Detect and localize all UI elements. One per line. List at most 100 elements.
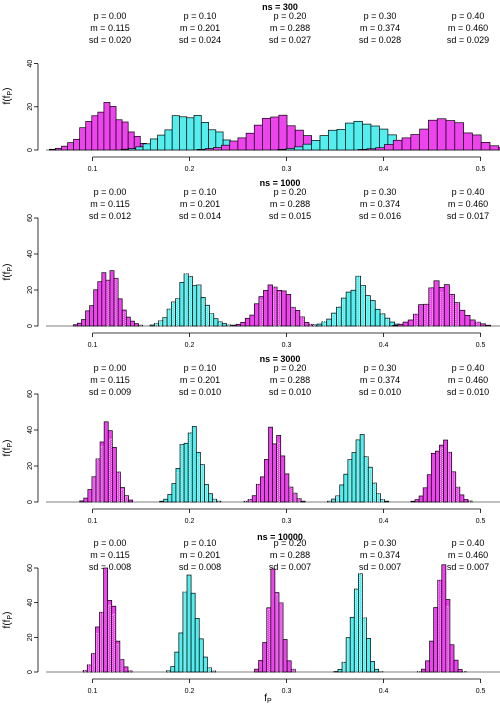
stat-m-label: m = 0.460 [448,550,488,560]
histogram-overlay [332,314,336,327]
histogram-bar [187,432,193,503]
histogram-bar [79,500,85,503]
histogram-overlay [289,485,293,503]
histogram-bar [451,471,457,503]
histogram-bar [281,290,287,327]
histogram-bar [97,111,105,151]
histogram-overlay [356,269,360,327]
y-tick-label: 20 [27,103,34,111]
histogram-overlay [366,296,370,327]
histogram-bar [376,493,381,503]
histogram-bar [121,121,129,151]
histogram-bar [193,115,202,151]
histogram-bar [335,495,341,503]
histogram-bar [321,321,328,327]
histogram-bar [339,484,345,503]
histogram-bar [423,303,430,327]
histogram-bar [288,486,294,503]
x-tick-label: 0.1 [88,518,98,525]
histogram-bar [357,149,368,151]
histogram-bar [353,120,363,151]
histogram-overlay [300,316,304,327]
stat-m-label: m = 0.374 [360,375,400,385]
histogram-bar [209,313,215,327]
histogram-bar [175,298,181,327]
histogram-bar [204,484,209,503]
histogram-bar [268,426,273,503]
histogram-bar [262,117,272,151]
histogram-overlay [205,486,208,503]
histogram-bar [276,435,282,503]
histogram-bar [359,434,365,503]
histogram-bar [331,498,336,503]
histogram-bar [370,300,376,327]
histogram-bar [196,149,206,151]
histogram-bar [128,499,134,503]
histogram-overlay [121,488,124,503]
histogram-3 [231,282,319,327]
histogram-bar [101,272,107,327]
stat-p-label: p = 0.00 [94,11,127,21]
histogram-bar [467,500,473,503]
histogram-bar [469,319,476,327]
histogram-bar [264,459,269,503]
histogram-bar [134,323,139,327]
histogram-overlay [210,313,214,327]
histogram-bar [81,319,86,327]
histogram-2 [149,273,232,327]
histogram-bar [190,592,196,673]
stat-sd-label: sd = 0.015 [269,211,311,221]
histogram-bar [347,459,353,503]
histogram-bar [107,600,113,673]
histogram-bar [379,313,386,327]
histogram-bar [349,616,355,673]
histogram-bar [162,317,168,327]
x-tick-label: 0.5 [476,166,486,173]
histogram-bar [121,309,127,327]
histogram-bar [435,450,440,503]
histogram-bar [485,324,491,327]
histogram-overlay [385,318,389,327]
histogram-bar [258,296,264,327]
histogram-bar [489,145,500,151]
histogram-bar [221,323,227,327]
histogram-bar [384,317,391,327]
histogram-bar [149,138,158,151]
stat-m-label: m = 0.201 [180,23,220,33]
histogram-bar [285,148,295,151]
histogram-2 [159,426,222,503]
histogram-bar [290,306,296,327]
histogram-bar [99,611,104,673]
histogram-overlay [277,442,281,503]
panel-2: ns = 1000 p = 0.00 m = 0.115 sd = 0.012 p = … [2,178,500,349]
histogram-bar [270,116,280,151]
histogram-overlay [291,304,295,327]
histogram-bar [254,668,259,673]
histogram-overlay [342,296,346,327]
stat-sd-label: sd = 0.027 [269,35,311,45]
histogram-overlay [217,500,221,503]
histogram-bar [174,651,180,673]
y-tick-label: 40 [27,599,34,607]
histogram-bar [109,106,117,151]
histogram-bar [397,323,404,327]
histogram-bar [410,500,416,503]
histogram-bar [286,660,292,673]
histogram-bar [311,140,321,151]
histogram-overlay [188,428,192,503]
histogram-bar [316,323,323,327]
y-axis-label: f(fP) [2,612,14,629]
histogram-overlay [116,644,120,673]
histogram-bar [343,473,349,503]
histogram-5 [410,439,473,503]
histogram-overlay [183,591,187,673]
stat-p-label: p = 0.30 [364,538,397,548]
histogram-bar [437,579,443,673]
histogram-bar [103,102,111,151]
histogram-bar [243,500,249,503]
histogram-bar [202,656,208,673]
stat-sd-label: sd = 0.014 [179,211,221,221]
histogram-bar [157,134,166,151]
histogram-4 [327,430,389,503]
